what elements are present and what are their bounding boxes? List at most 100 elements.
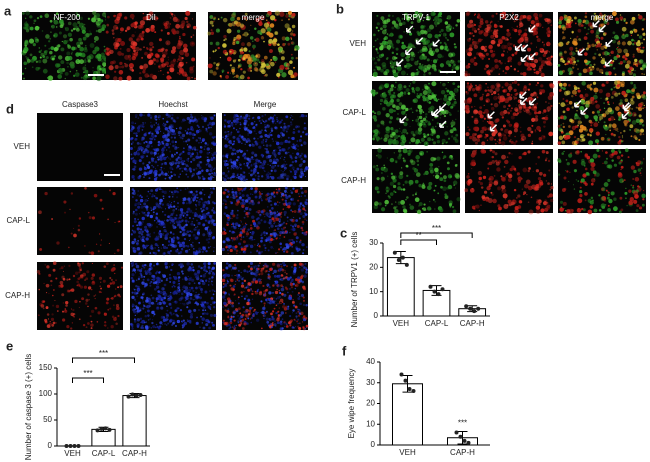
- texture: [255, 211, 258, 213]
- texture: [114, 37, 121, 44]
- texture: [611, 159, 614, 162]
- texture: [502, 193, 508, 199]
- texture: [162, 154, 165, 157]
- texture: [404, 180, 408, 184]
- texture: [428, 82, 430, 85]
- texture: [158, 70, 160, 72]
- texture: [198, 247, 202, 251]
- texture: [126, 75, 132, 81]
- texture: [246, 178, 248, 181]
- texture: [277, 251, 279, 253]
- texture: [165, 142, 169, 147]
- texture: [448, 137, 451, 140]
- texture: [619, 99, 623, 103]
- texture: [598, 12, 603, 17]
- texture: [443, 41, 446, 45]
- texture: [438, 23, 440, 25]
- texture: [291, 118, 294, 121]
- texture: [174, 217, 177, 220]
- texture: [255, 68, 259, 72]
- texture: [249, 36, 254, 40]
- texture: [247, 33, 249, 35]
- texture: [181, 137, 184, 140]
- texture: [229, 158, 233, 162]
- texture: [192, 34, 195, 36]
- texture: [147, 211, 150, 215]
- texture: [142, 16, 147, 21]
- texture: [251, 164, 253, 166]
- texture: [137, 147, 141, 152]
- texture: [45, 56, 49, 60]
- texture: [514, 96, 518, 100]
- texture: [390, 203, 393, 206]
- texture: [385, 192, 387, 195]
- texture: [558, 102, 561, 105]
- texture: [488, 44, 493, 50]
- texture: [586, 155, 591, 160]
- texture: [453, 43, 456, 46]
- texture: [201, 169, 204, 173]
- texture: [190, 222, 194, 226]
- texture: [535, 200, 540, 204]
- texture: [134, 146, 136, 148]
- texture: [444, 195, 449, 200]
- texture: [417, 130, 422, 135]
- texture: [257, 138, 259, 140]
- texture: [434, 174, 440, 180]
- texture: [50, 46, 55, 50]
- texture: [182, 244, 186, 248]
- texture: [298, 139, 302, 142]
- texture: [599, 118, 602, 121]
- texture: [546, 41, 551, 47]
- texture: [187, 160, 190, 163]
- arrow: [574, 100, 582, 108]
- texture: [258, 142, 260, 144]
- texture: [182, 167, 185, 170]
- texture: [140, 205, 144, 209]
- texture: [143, 141, 146, 144]
- texture: [601, 187, 606, 192]
- texture: [411, 111, 414, 114]
- texture: [195, 205, 197, 207]
- texture: [185, 140, 188, 143]
- texture: [207, 156, 209, 158]
- texture: [394, 129, 399, 133]
- texture: [95, 243, 98, 245]
- texture: [273, 169, 277, 173]
- texture: [298, 204, 302, 208]
- texture: [290, 179, 292, 181]
- texture: [150, 52, 154, 56]
- texture: [110, 61, 114, 65]
- texture: [146, 47, 148, 49]
- texture: [299, 116, 301, 118]
- texture: [609, 116, 615, 121]
- texture: [183, 140, 185, 143]
- texture: [613, 118, 616, 121]
- texture: [156, 244, 159, 247]
- texture: [58, 17, 61, 20]
- texture: [589, 71, 593, 76]
- texture: [160, 206, 163, 209]
- texture: [614, 73, 617, 76]
- texture: [169, 143, 171, 145]
- texture: [478, 52, 483, 57]
- texture: [587, 44, 591, 49]
- texture: [428, 107, 432, 111]
- texture: [544, 60, 548, 64]
- texture: [246, 59, 253, 65]
- texture: [188, 131, 192, 136]
- texture: [97, 17, 101, 22]
- texture: [239, 173, 242, 176]
- texture: [155, 59, 159, 63]
- texture: [231, 209, 234, 212]
- texture: [210, 126, 212, 129]
- texture: [628, 90, 632, 93]
- texture: [300, 144, 303, 147]
- texture: [446, 125, 448, 128]
- texture: [290, 191, 294, 194]
- texture: [207, 233, 212, 238]
- texture: [300, 203, 302, 205]
- texture: [181, 121, 183, 123]
- texture: [499, 111, 505, 116]
- texture: [149, 48, 153, 52]
